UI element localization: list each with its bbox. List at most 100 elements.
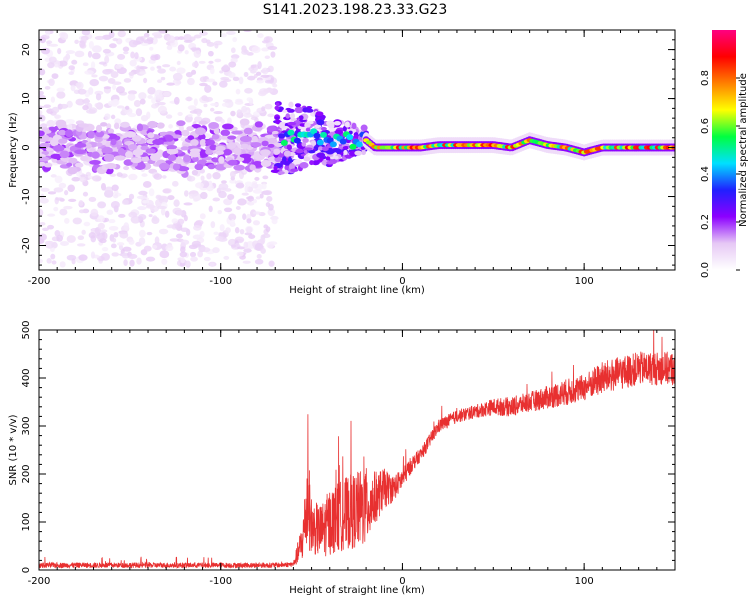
spectrogram-cell (183, 214, 188, 222)
snr-frame (38, 329, 676, 571)
colorbar-tick-label: 0.8 (700, 70, 711, 86)
spectrogram-cell (156, 65, 162, 69)
spectrogram-cell (252, 189, 263, 194)
spectrogram-cell (43, 162, 53, 168)
spectrogram-cell (339, 138, 347, 145)
spectrogram-cell (173, 199, 180, 207)
spectrogram-cell (261, 140, 269, 147)
spectrogram-cell (39, 36, 46, 44)
spectrogram-cell (199, 213, 206, 220)
spectrogram-cell (82, 62, 89, 67)
y-tick-label: 10 (21, 92, 32, 105)
spectrogram-cell (39, 258, 43, 264)
x-tick-label: 100 (575, 576, 594, 587)
spectrogram-cell (225, 227, 231, 234)
spectrogram-cell (265, 202, 271, 208)
spectrogram-cell (221, 180, 227, 184)
spectrogram-cell (49, 139, 59, 147)
spectrogram-cell (261, 47, 269, 52)
spectrogram-cell (189, 251, 197, 258)
spectrogram-cell (238, 76, 244, 85)
spectrogram-cell (252, 211, 262, 215)
spectrogram-cell (66, 100, 73, 108)
spectrogram-cell (111, 237, 117, 243)
spectrogram-cell (299, 115, 304, 121)
spectrogram-cell (264, 103, 273, 110)
spectrogram-cell (106, 209, 114, 215)
spectrogram-cell (110, 71, 119, 78)
spectrogram-cell (162, 175, 167, 179)
spectrogram-cell (329, 141, 337, 148)
spectrogram-cell (100, 122, 108, 127)
y-tick-label: 0 (21, 567, 32, 573)
spectrogram-cell (88, 196, 97, 202)
spectrogram-cell (263, 88, 274, 93)
spectrogram-cell (71, 59, 78, 65)
spectrogram-cell (116, 86, 125, 94)
spectrogram-cell (78, 199, 84, 207)
spectrogram-cell (162, 64, 171, 68)
spectrogram-cell (196, 111, 202, 117)
spectrogram-cell (209, 144, 217, 151)
spectrogram-cell (50, 96, 56, 103)
spectrogram-cell (360, 146, 366, 150)
spectrogram-cell (198, 120, 208, 125)
spectrogram-cell (123, 159, 134, 166)
spectrogram-cell (145, 148, 156, 154)
spectrogram-cell (213, 128, 220, 135)
spectrogram-cell (81, 229, 86, 235)
spectrogram-cell (108, 128, 115, 134)
spectrogram-cell (91, 52, 101, 60)
spectrogram-cell (177, 44, 185, 52)
spectrogram-cell (91, 175, 102, 182)
spectrogram-cell (166, 145, 178, 150)
spectrogram-cell (256, 254, 262, 259)
spectrogram-cell (277, 171, 285, 175)
spectrogram-cell (147, 132, 155, 139)
spectrogram-cell (84, 143, 92, 149)
spectrogram-cell (171, 134, 182, 139)
spectrogram-cell (121, 199, 129, 205)
spectrogram-cell (95, 93, 102, 101)
x-tick-label: -100 (209, 276, 232, 287)
spectrogram-cell (123, 51, 129, 55)
spectrogram-cell (241, 192, 249, 196)
spectrogram-cell (53, 187, 64, 193)
spectrogram-cell (74, 50, 85, 58)
spectrogram-cell (96, 142, 103, 147)
spectrogram-cell (303, 149, 308, 154)
spectrogram-cell (199, 82, 208, 87)
spectrogram-cell (209, 67, 215, 75)
spectrogram-cell (179, 262, 186, 267)
spectrogram-cell (231, 130, 243, 135)
spectrogram-cell (212, 247, 220, 254)
spectrogram-cell (254, 176, 260, 181)
spectrogram-cell (91, 45, 102, 53)
spectrogram-cell (356, 141, 364, 148)
spectrogram-cell (273, 148, 281, 155)
spectrogram-cell (201, 247, 211, 253)
spectrogram-cell (75, 82, 82, 88)
spectrogram-cell (80, 155, 89, 162)
spectrogram-cell (315, 111, 324, 117)
spectrogram-cell (104, 55, 110, 64)
spectrogram-cell (218, 191, 227, 199)
spectrogram-cell (68, 71, 74, 76)
spectrogram-cell (130, 51, 135, 59)
spectrogram-cell (39, 142, 51, 148)
spectrogram-cell (39, 114, 46, 122)
spectrogram-cell (89, 160, 101, 165)
spectrogram-cell (344, 121, 350, 128)
spectrogram-cell (47, 191, 57, 195)
spectrogram-cell (223, 78, 232, 82)
spectrogram-cell (280, 139, 288, 146)
spectrogram-cell (183, 39, 193, 43)
spectrogram-cell (287, 129, 295, 136)
spectrogram-cell (113, 194, 119, 199)
spectrogram-cell (123, 222, 130, 231)
snr-y-ticks: 0 100 200 300 400 500 (21, 320, 675, 573)
spectrogram-cell (186, 126, 194, 132)
spectrogram-cell (56, 91, 66, 99)
spectrogram-cell (53, 144, 65, 152)
spectrogram-cell (115, 64, 122, 70)
